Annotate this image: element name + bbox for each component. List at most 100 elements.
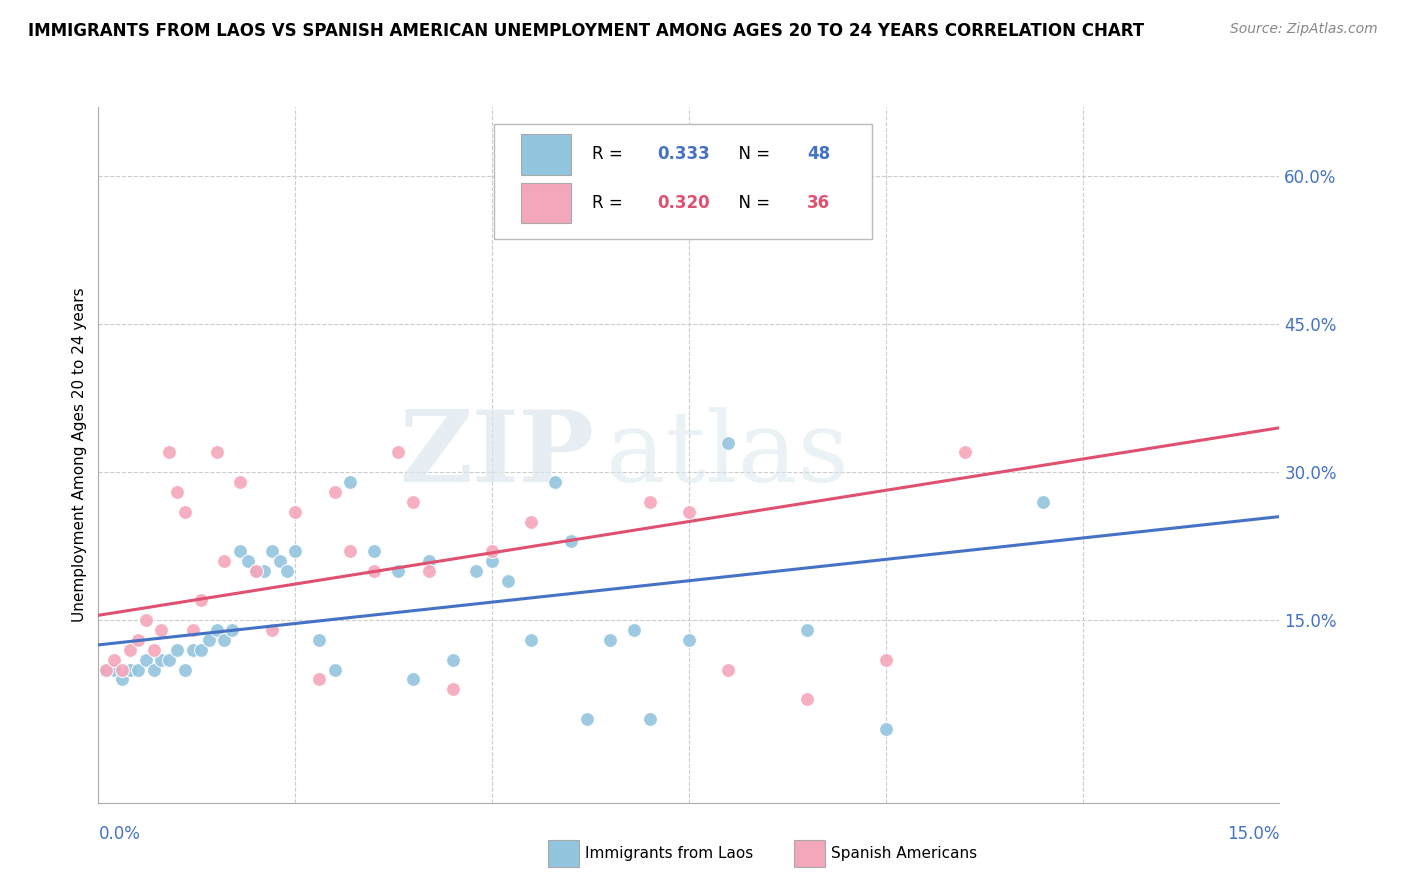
Point	[253, 564, 276, 578]
Point	[796, 623, 818, 637]
Point	[717, 663, 740, 677]
Point	[214, 554, 236, 568]
Point	[276, 564, 298, 578]
Point	[229, 544, 252, 558]
Point	[245, 564, 267, 578]
Point	[260, 544, 283, 558]
Point	[103, 653, 125, 667]
Point	[520, 515, 543, 529]
Point	[181, 623, 204, 637]
Point	[418, 564, 440, 578]
Point	[135, 653, 157, 667]
Point	[111, 673, 134, 687]
Point	[520, 632, 543, 647]
Point	[308, 632, 330, 647]
Point	[481, 544, 503, 558]
Text: 0.320: 0.320	[657, 194, 710, 212]
Point	[560, 534, 582, 549]
Point	[284, 544, 307, 558]
Point	[418, 554, 440, 568]
Point	[678, 505, 700, 519]
Point	[174, 505, 197, 519]
Point	[387, 564, 409, 578]
Point	[96, 663, 118, 677]
Text: ZIP: ZIP	[399, 407, 595, 503]
Point	[339, 544, 361, 558]
Point	[875, 722, 897, 736]
Bar	[522, 134, 571, 175]
Text: N =: N =	[728, 145, 775, 163]
Text: Spanish Americans: Spanish Americans	[831, 847, 977, 861]
Point	[402, 673, 425, 687]
Point	[339, 475, 361, 489]
Point	[323, 663, 346, 677]
Point	[717, 435, 740, 450]
Point	[796, 692, 818, 706]
Text: 48: 48	[807, 145, 830, 163]
Point	[1032, 495, 1054, 509]
Point	[363, 564, 385, 578]
Point	[387, 445, 409, 459]
Point	[205, 623, 228, 637]
FancyBboxPatch shape	[494, 124, 872, 239]
Text: N =: N =	[728, 194, 775, 212]
Point	[103, 663, 125, 677]
Point	[111, 663, 134, 677]
Text: 36: 36	[807, 194, 830, 212]
Point	[229, 475, 252, 489]
Point	[269, 554, 291, 568]
Point	[678, 632, 700, 647]
Point	[284, 505, 307, 519]
Point	[96, 663, 118, 677]
Point	[142, 643, 165, 657]
Point	[953, 445, 976, 459]
Text: 15.0%: 15.0%	[1227, 825, 1279, 843]
Point	[221, 623, 243, 637]
Point	[402, 495, 425, 509]
Point	[638, 495, 661, 509]
Point	[118, 663, 141, 677]
Point	[157, 445, 180, 459]
Point	[441, 653, 464, 667]
Point	[197, 632, 219, 647]
Point	[142, 663, 165, 677]
Point	[599, 632, 621, 647]
Point	[363, 544, 385, 558]
Text: Immigrants from Laos: Immigrants from Laos	[585, 847, 754, 861]
Point	[127, 632, 149, 647]
Point	[127, 663, 149, 677]
Point	[150, 653, 173, 667]
Point	[308, 673, 330, 687]
Point	[214, 632, 236, 647]
Text: R =: R =	[592, 145, 628, 163]
Point	[174, 663, 197, 677]
Point	[544, 475, 567, 489]
Point	[465, 564, 488, 578]
Point	[441, 682, 464, 697]
Point	[623, 623, 645, 637]
Point	[236, 554, 259, 568]
Y-axis label: Unemployment Among Ages 20 to 24 years: Unemployment Among Ages 20 to 24 years	[72, 287, 87, 623]
Point	[118, 643, 141, 657]
Text: 0.333: 0.333	[657, 145, 710, 163]
Point	[166, 643, 188, 657]
Point	[260, 623, 283, 637]
Point	[638, 712, 661, 726]
Point	[190, 593, 212, 607]
Text: 0.0%: 0.0%	[98, 825, 141, 843]
Text: R =: R =	[592, 194, 628, 212]
Point	[496, 574, 519, 588]
Bar	[522, 183, 571, 223]
Point	[575, 712, 598, 726]
Text: IMMIGRANTS FROM LAOS VS SPANISH AMERICAN UNEMPLOYMENT AMONG AGES 20 TO 24 YEARS : IMMIGRANTS FROM LAOS VS SPANISH AMERICAN…	[28, 22, 1144, 40]
Point	[190, 643, 212, 657]
Point	[245, 564, 267, 578]
Point	[157, 653, 180, 667]
Text: atlas: atlas	[606, 407, 849, 503]
Point	[181, 643, 204, 657]
Point	[205, 445, 228, 459]
Point	[560, 209, 582, 223]
Point	[150, 623, 173, 637]
Point	[135, 613, 157, 627]
Point	[875, 653, 897, 667]
